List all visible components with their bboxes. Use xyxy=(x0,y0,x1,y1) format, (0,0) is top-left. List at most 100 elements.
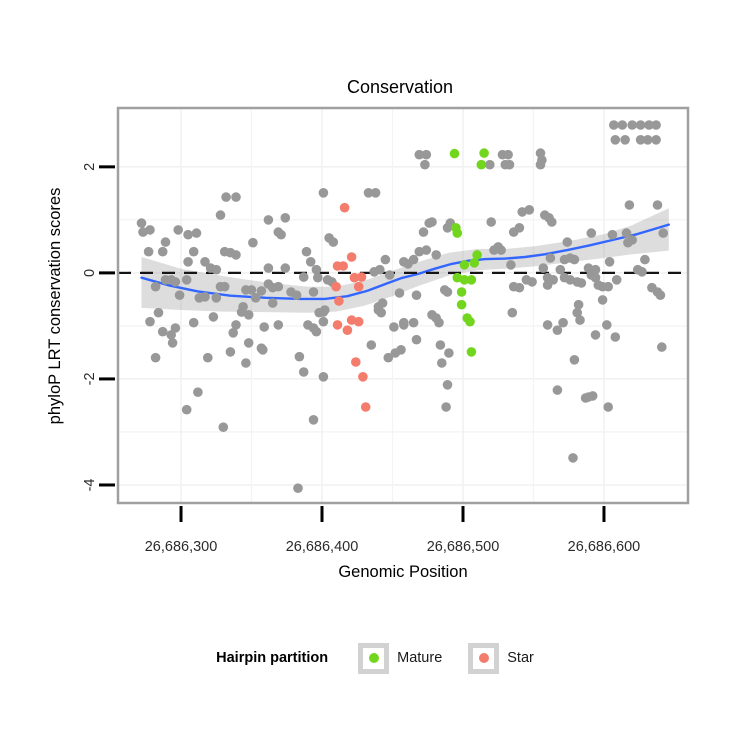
y-tick-label: -4 xyxy=(82,479,98,492)
data-point-flanking xyxy=(293,483,303,494)
data-point-flanking xyxy=(504,159,515,170)
data-point-flanking xyxy=(538,263,549,273)
legend-key-star xyxy=(468,642,500,674)
data-point-flanking xyxy=(442,287,453,297)
data-point-flanking xyxy=(399,317,409,328)
data-point-flanking xyxy=(313,272,323,283)
data-point-flanking xyxy=(384,270,395,280)
data-point-mature xyxy=(479,148,489,158)
data-point-flanking xyxy=(311,326,322,337)
data-point-star xyxy=(339,202,350,213)
data-point-flanking xyxy=(408,317,419,328)
data-point-flanking xyxy=(603,281,613,292)
data-point-mature xyxy=(452,228,463,238)
data-point-flanking xyxy=(298,272,309,282)
data-point-flanking xyxy=(657,342,667,352)
data-point-flanking xyxy=(231,250,241,260)
data-point-flanking xyxy=(624,200,635,210)
conservation-plot: 26,686,300 26,686,400 26,686,500 26,686,600… xyxy=(46,77,690,581)
data-point-flanking xyxy=(414,149,425,160)
smooth-line-layer xyxy=(140,223,670,301)
data-point-star xyxy=(334,296,344,306)
data-point-mature xyxy=(476,159,487,170)
data-point-flanking xyxy=(575,315,585,325)
data-point-flanking xyxy=(644,120,654,130)
mature-dot-icon xyxy=(368,653,379,663)
data-point-flanking xyxy=(157,246,168,257)
data-point-star xyxy=(356,272,367,282)
data-point-flanking xyxy=(623,237,633,248)
data-point-flanking xyxy=(527,277,537,287)
data-point-flanking xyxy=(211,264,222,275)
data-point-flanking xyxy=(231,320,241,330)
data-point-flanking xyxy=(394,288,405,298)
data-point-flanking xyxy=(437,358,447,368)
data-point-flanking xyxy=(160,237,171,247)
data-point-flanking xyxy=(651,120,661,130)
data-point-flanking xyxy=(486,217,497,227)
data-point-flanking xyxy=(236,307,247,317)
data-point-flanking xyxy=(308,415,319,425)
data-point-flanking xyxy=(610,332,621,342)
legend-title: Hairpin partition xyxy=(216,650,329,666)
data-point-flanking xyxy=(627,120,637,130)
x-tick-label: 26,686,300 xyxy=(145,539,218,555)
legend-label-mature: Mature xyxy=(397,650,443,666)
data-point-mature xyxy=(459,275,470,285)
data-point-flanking xyxy=(590,330,601,340)
y-tick-label: -2 xyxy=(82,372,98,385)
data-point-flanking xyxy=(241,358,251,368)
data-point-flanking xyxy=(435,340,446,350)
x-tick-label: 26,686,500 xyxy=(427,539,500,555)
data-point-flanking xyxy=(552,385,563,395)
data-point-flanking xyxy=(200,292,210,302)
data-point-star xyxy=(346,252,357,262)
data-point-flanking xyxy=(620,135,630,145)
data-point-flanking xyxy=(294,351,305,362)
data-point-flanking xyxy=(173,225,183,235)
x-axis-title: Genomic Position xyxy=(338,563,467,581)
data-point-flanking xyxy=(514,223,525,233)
data-point-flanking xyxy=(569,355,580,365)
data-point-flanking xyxy=(225,347,236,357)
data-point-flanking xyxy=(183,229,193,240)
data-point-flanking xyxy=(219,281,230,292)
data-point-flanking xyxy=(507,307,518,318)
data-point-flanking xyxy=(318,372,329,382)
data-point-star xyxy=(353,281,364,292)
data-point-flanking xyxy=(318,188,329,198)
data-point-flanking xyxy=(403,259,413,269)
data-point-flanking xyxy=(547,217,557,227)
data-point-flanking xyxy=(256,286,267,296)
data-point-flanking xyxy=(568,453,578,463)
data-point-star xyxy=(360,402,371,412)
data-point-flanking xyxy=(609,120,619,130)
data-point-flanking xyxy=(375,264,385,275)
star-dot-icon xyxy=(478,653,489,663)
data-point-flanking xyxy=(246,285,257,295)
data-point-flanking xyxy=(514,282,525,293)
data-point-mature xyxy=(456,299,467,310)
data-point-mature xyxy=(459,260,470,270)
data-point-flanking xyxy=(442,380,453,390)
data-point-flanking xyxy=(150,281,161,292)
data-point-star xyxy=(338,261,349,271)
data-point-mature xyxy=(456,287,467,297)
data-point-flanking xyxy=(444,348,454,358)
data-point-flanking xyxy=(136,218,147,228)
data-point-flanking xyxy=(420,159,430,170)
data-point-flanking xyxy=(586,228,597,238)
x-tick-label: 26,686,600 xyxy=(568,539,641,555)
legend-key-mature xyxy=(358,642,390,674)
data-point-star xyxy=(332,320,343,330)
data-point-flanking xyxy=(396,345,406,355)
data-point-flanking xyxy=(548,275,558,285)
data-point-flanking xyxy=(617,120,628,130)
data-point-flanking xyxy=(558,317,568,328)
panel-frame-layer xyxy=(116,106,690,505)
data-point-flanking xyxy=(250,293,261,303)
data-point-flanking xyxy=(259,322,270,332)
x-tick-label: 26,686,400 xyxy=(286,539,359,555)
data-point-star xyxy=(353,316,364,327)
data-point-mature xyxy=(449,148,460,159)
